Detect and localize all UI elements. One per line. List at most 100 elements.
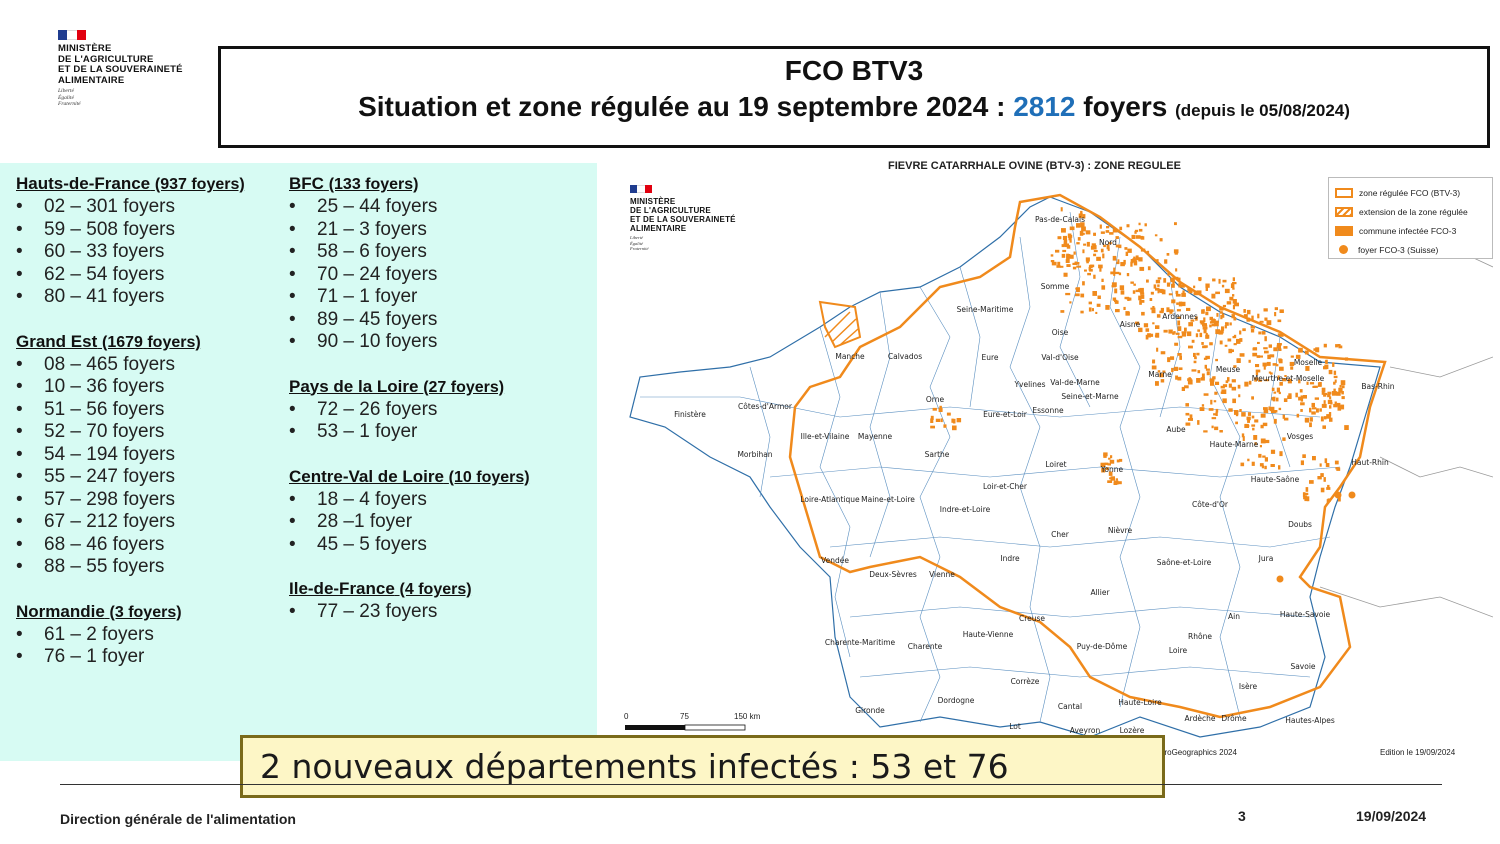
infected-commune — [1073, 251, 1076, 255]
infected-commune — [1233, 316, 1237, 321]
infected-commune — [1215, 411, 1218, 416]
infected-commune — [1201, 373, 1205, 378]
infected-commune — [1262, 455, 1266, 458]
infected-commune — [1144, 223, 1147, 227]
infected-commune — [1085, 257, 1090, 262]
infected-commune — [930, 415, 934, 420]
infected-commune — [1267, 354, 1271, 360]
infected-commune — [1050, 260, 1055, 263]
infected-commune — [1268, 406, 1271, 410]
department-label: Isère — [1239, 682, 1258, 691]
infected-commune — [1283, 417, 1289, 421]
infected-commune — [1311, 402, 1315, 408]
regulated-zone-extension — [818, 300, 862, 349]
infected-commune — [1063, 239, 1068, 244]
department-label: Yonne — [1100, 465, 1124, 474]
infected-commune — [1211, 417, 1217, 420]
infected-commune — [1221, 284, 1225, 288]
department-border — [819, 326, 851, 658]
department-border — [829, 536, 1331, 548]
infected-commune — [1341, 391, 1344, 395]
infected-commune — [1201, 404, 1205, 407]
infected-commune — [1219, 311, 1223, 314]
infected-commune — [1224, 344, 1228, 347]
bullet-icon: • — [289, 286, 296, 307]
infected-commune — [1188, 288, 1193, 294]
infected-commune — [1146, 279, 1149, 283]
department-count: 72 – 26 foyers — [317, 398, 438, 420]
infected-commune — [1154, 234, 1158, 237]
region-count: (10 foyers) — [448, 468, 530, 486]
bullet-icon: • — [289, 533, 296, 555]
infected-commune — [1171, 283, 1175, 288]
infected-commune — [1181, 386, 1185, 391]
infected-commune — [1325, 463, 1330, 467]
department-count: 53 – 1 foyer — [317, 421, 418, 442]
infected-commune — [1264, 350, 1269, 354]
infected-commune — [1230, 283, 1235, 288]
infected-commune — [1271, 387, 1275, 391]
infected-commune — [1164, 259, 1168, 264]
infected-commune — [1175, 375, 1178, 380]
infected-commune — [1135, 289, 1140, 293]
department-label: Sarthe — [925, 450, 950, 459]
infected-commune — [1327, 399, 1333, 405]
infected-commune — [1108, 457, 1111, 460]
infected-commune — [1283, 346, 1288, 349]
new-departments-callout: 2 nouveaux départements infectés : 53 et… — [240, 735, 1165, 798]
infected-commune — [1063, 272, 1068, 277]
infected-commune — [1323, 477, 1326, 482]
ministry-line: ET DE LA SOUVERAINETÉ — [630, 215, 736, 224]
department-item: • 25 – 44 foyers — [289, 196, 530, 219]
infected-commune — [1133, 256, 1136, 259]
infected-commune — [1263, 409, 1269, 414]
ministry-name: MINISTÈRE DE L'AGRICULTURE ET DE LA SOUV… — [58, 43, 218, 86]
department-item: • 02 – 301 foyers — [16, 196, 245, 219]
department-label: Vendée — [821, 556, 849, 565]
department-item: • 80 – 41 foyers — [16, 286, 245, 309]
infected-commune — [1202, 322, 1206, 327]
infected-commune — [1213, 413, 1217, 416]
infected-commune — [1302, 492, 1306, 497]
department-label: Lot — [1009, 722, 1021, 731]
infected-commune — [1278, 333, 1284, 337]
map-motto: Liberté Égalité Fraternité — [630, 235, 770, 252]
infected-commune — [1278, 348, 1282, 351]
infected-commune — [1208, 408, 1214, 411]
infected-commune — [1265, 439, 1270, 444]
department-label: Nord — [1099, 238, 1117, 247]
department-count: 25 – 44 foyers — [317, 196, 438, 217]
french-flag-icon — [630, 185, 652, 193]
infected-commune — [1116, 261, 1120, 265]
infected-commune — [1219, 430, 1223, 433]
infected-commune — [1099, 267, 1102, 272]
department-label: Côtes-d'Armor — [738, 402, 793, 411]
regulated-zone-outline — [788, 193, 1387, 719]
ministry-line: ALIMENTAIRE — [58, 74, 125, 86]
infected-commune — [1287, 378, 1292, 384]
infected-commune — [1247, 420, 1250, 423]
infected-commune — [1329, 396, 1332, 400]
infected-commune — [1202, 324, 1208, 327]
infected-commune — [1332, 362, 1335, 367]
region-title: Centre-Val de Loire (10 foyers) — [289, 466, 530, 489]
infected-commune — [1135, 321, 1140, 325]
department-label: Haute-Vienne — [963, 630, 1014, 639]
department-count: 45 – 5 foyers — [317, 533, 427, 555]
infected-commune — [1067, 233, 1072, 238]
infected-commune — [1061, 228, 1066, 233]
france-map: Pas-de-Calais Nord Somme Seine-Maritime Aisn… — [625, 193, 1493, 738]
infected-commune — [1255, 369, 1261, 373]
infected-commune — [1224, 288, 1230, 294]
infected-commune — [1178, 283, 1182, 288]
infected-commune — [1063, 242, 1066, 247]
infected-commune — [1088, 301, 1092, 305]
infected-commune — [1270, 449, 1276, 454]
infected-commune — [1127, 248, 1132, 253]
infected-commune — [1150, 291, 1154, 295]
infected-commune — [1171, 277, 1175, 283]
department-item: • 28 –1 foyer — [289, 511, 530, 534]
department-border — [769, 466, 1341, 478]
department-count: 57 – 298 foyers — [44, 488, 175, 510]
map-legend: zone régulée FCO (BTV-3) extension de la… — [1328, 177, 1493, 259]
